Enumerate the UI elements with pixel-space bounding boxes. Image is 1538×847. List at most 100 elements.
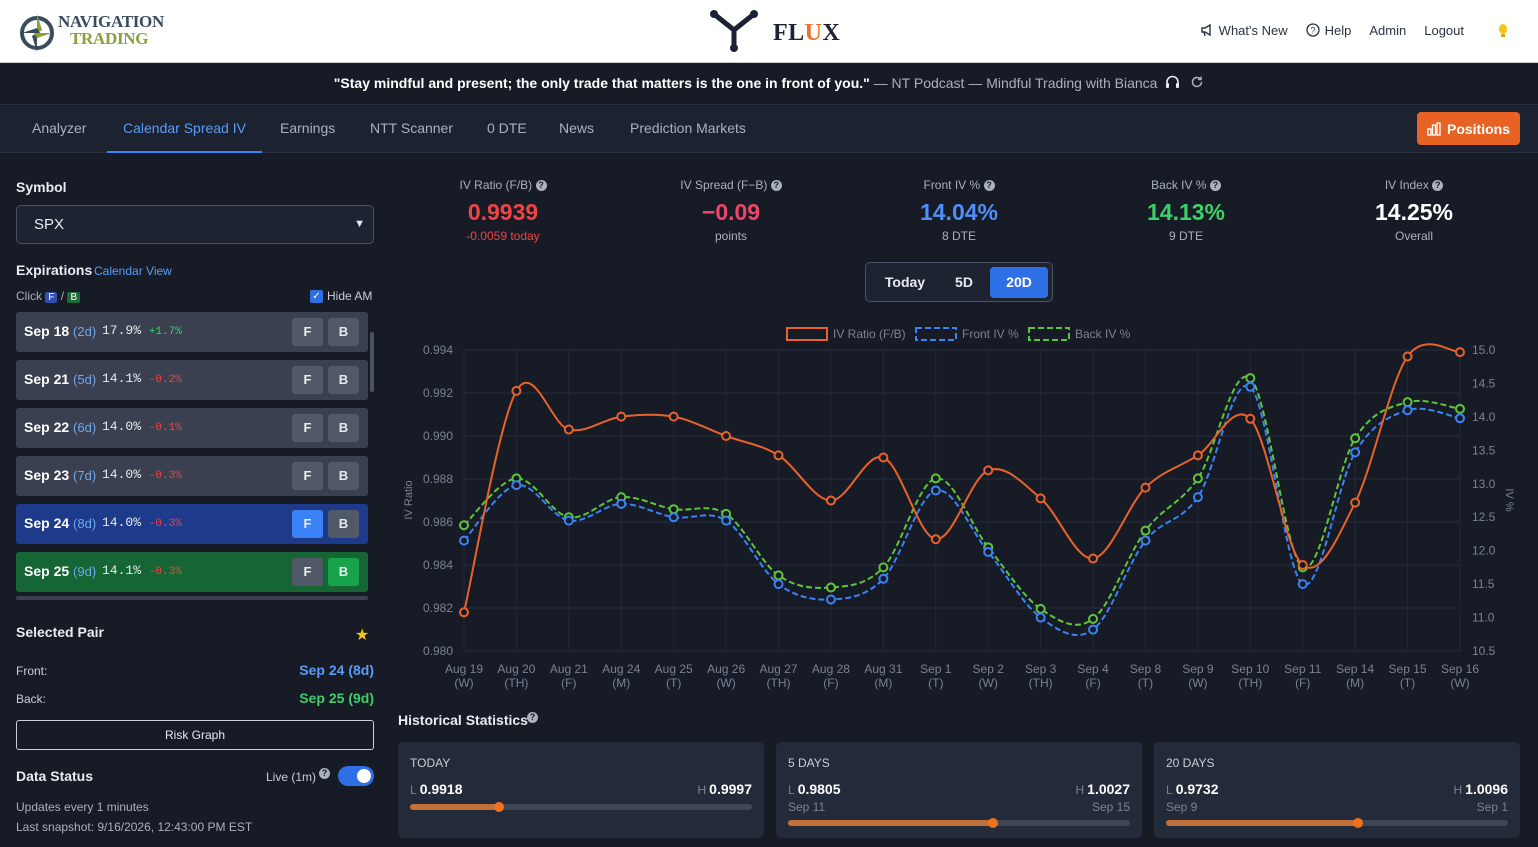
historical-statistics-title: Historical Statistics <box>398 712 528 728</box>
flux-logo[interactable]: FLUX <box>708 8 868 54</box>
x-tick-sublabel: (M) <box>1346 676 1364 690</box>
tab-0-dte[interactable]: 0 DTE <box>487 120 527 136</box>
data-point <box>825 594 836 605</box>
x-tick-sublabel: (T) <box>1138 676 1153 690</box>
favorite-star-icon[interactable]: ★ <box>355 627 370 644</box>
live-toggle-switch[interactable] <box>338 766 374 786</box>
tab-analyzer[interactable]: Analyzer <box>32 120 87 136</box>
help-circle-icon[interactable]: ? <box>770 180 782 192</box>
navigation-trading-logo[interactable]: NAVIGATION TRADING <box>16 8 164 54</box>
range-20d-button[interactable]: 20D <box>990 267 1048 298</box>
set-back-button[interactable]: B <box>328 414 359 442</box>
expiration-iv: 14.0% -0.3% <box>102 515 182 530</box>
set-back-button[interactable]: B <box>328 558 359 586</box>
tab-news[interactable]: News <box>559 120 595 136</box>
expiration-row[interactable]: Sep 24 (8d) 14.0% -0.3% F B <box>16 504 368 544</box>
tab-earnings[interactable]: Earnings <box>280 120 336 136</box>
symbol-select[interactable]: SPX ▼ <box>16 205 374 244</box>
data-point <box>511 480 522 491</box>
range-fill <box>410 804 499 810</box>
help-circle-icon[interactable]: ? <box>319 768 330 779</box>
y-tick-label-right: 14.0 <box>1472 410 1496 424</box>
metric-value: 14.25% <box>1374 199 1453 225</box>
expiration-iv-value: 14.1% <box>102 563 142 578</box>
set-front-button[interactable]: F <box>292 318 323 346</box>
checkbox-checked-icon[interactable]: ✓ <box>310 289 323 303</box>
range-track <box>788 818 1130 828</box>
historical-card-title: 20 DAYS <box>1166 756 1215 770</box>
risk-graph-button[interactable]: Risk Graph <box>16 720 374 750</box>
flux-y-icon <box>710 10 758 52</box>
range-5d-button[interactable]: 5D <box>955 274 973 290</box>
data-point <box>563 515 574 526</box>
logout-link[interactable]: Logout <box>1424 22 1464 38</box>
expiration-date: Sep 18 (2d) <box>24 323 96 339</box>
expiration-dte: (6d) <box>73 420 97 435</box>
x-tick-label: Sep 2 <box>973 662 1005 676</box>
expiration-row[interactable]: Sep 23 (7d) 14.0% -0.3% F B <box>16 456 368 496</box>
help-link[interactable]: ? Help <box>1305 22 1352 38</box>
expirations-list-bottom-edge <box>16 596 368 600</box>
metric-card: IV Spread (F−B) ? −0.09 points <box>631 178 831 243</box>
set-back-button[interactable]: B <box>328 510 359 538</box>
quote-banner: "Stay mindful and present; the only trad… <box>0 63 1538 105</box>
expiration-row[interactable]: Sep 18 (2d) 17.9% +1.7% F B <box>16 312 368 352</box>
hide-am-toggle[interactable]: ✓ Hide AM <box>310 289 372 303</box>
expiration-row[interactable]: Sep 21 (5d) 14.1% -0.2% F B <box>16 360 368 400</box>
metric-subtext: points <box>714 229 748 243</box>
tab-ntt-scanner[interactable]: NTT Scanner <box>370 120 453 136</box>
help-circle-icon[interactable]: ? <box>535 180 547 192</box>
data-point <box>878 452 889 463</box>
data-point <box>983 542 994 553</box>
help-circle-icon[interactable]: ? <box>1209 180 1221 192</box>
data-point <box>878 573 889 584</box>
high-date: Sep 15 <box>1091 800 1130 814</box>
tab-calendar-spread-iv[interactable]: Calendar Spread IV <box>107 106 262 153</box>
theme-toggle-icon[interactable] <box>1498 22 1508 38</box>
set-back-button[interactable]: B <box>328 318 359 346</box>
y-axis-label-right: IV % <box>1503 488 1515 511</box>
logo-line-2: TRADING <box>70 29 149 48</box>
refresh-icon[interactable] <box>1190 64 1204 104</box>
symbol-label: Symbol <box>16 179 67 195</box>
data-point <box>1140 535 1151 546</box>
set-front-button[interactable]: F <box>292 414 323 442</box>
x-tick-label: Aug 20 <box>497 662 535 676</box>
set-front-button[interactable]: F <box>292 558 323 586</box>
set-front-button[interactable]: F <box>292 510 323 538</box>
help-circle-icon[interactable]: ? <box>527 712 538 723</box>
x-tick-label: Sep 9 <box>1182 662 1214 676</box>
expirations-scrollbar[interactable] <box>370 332 374 392</box>
set-back-button[interactable]: B <box>328 366 359 394</box>
help-circle-icon[interactable]: ? <box>1432 180 1444 192</box>
set-front-button[interactable]: F <box>292 366 323 394</box>
expiration-row[interactable]: Sep 25 (9d) 14.1% -0.3% F B <box>16 552 368 592</box>
x-tick-sublabel: (M) <box>874 676 892 690</box>
admin-link[interactable]: Admin <box>1369 22 1407 38</box>
set-back-button[interactable]: B <box>328 462 359 490</box>
help-label: Help <box>1324 22 1352 38</box>
whats-new-link[interactable]: What's New <box>1200 23 1288 38</box>
metric-title: IV Spread (F−B) ? <box>631 178 831 192</box>
expiration-row[interactable]: Sep 22 (6d) 14.0% -0.1% F B <box>16 408 368 448</box>
tab-prediction-markets[interactable]: Prediction Markets <box>630 120 746 136</box>
positions-button[interactable]: Positions <box>1417 112 1520 145</box>
set-front-button[interactable]: F <box>292 462 323 490</box>
data-point <box>825 582 836 593</box>
main-tab-bar: Analyzer Calendar Spread IV Earnings NTT… <box>0 106 1538 153</box>
y-tick-label-left: 0.982 <box>423 601 453 615</box>
metric-value: 14.04% <box>919 199 998 225</box>
legend-swatch <box>1028 327 1070 341</box>
expiration-iv-change: -0.2% <box>148 374 182 386</box>
x-tick-sublabel: (T) <box>1400 676 1415 690</box>
y-tick-label-left: 0.984 <box>423 558 453 572</box>
range-today-button[interactable]: Today <box>884 274 926 290</box>
x-tick-label: Aug 28 <box>812 662 850 676</box>
historical-card: 20 DAYS L 0.9732 H 1.0096 Sep 9 Sep 1 <box>1154 742 1520 838</box>
x-tick-sublabel: (W) <box>979 676 998 690</box>
x-tick-sublabel: (TH) <box>1238 676 1262 690</box>
calendar-view-link[interactable]: Calendar View <box>94 264 172 278</box>
metric-title-text: Front IV % <box>923 178 981 192</box>
help-circle-icon[interactable]: ? <box>983 180 995 192</box>
app-name-part: FL <box>773 20 805 46</box>
